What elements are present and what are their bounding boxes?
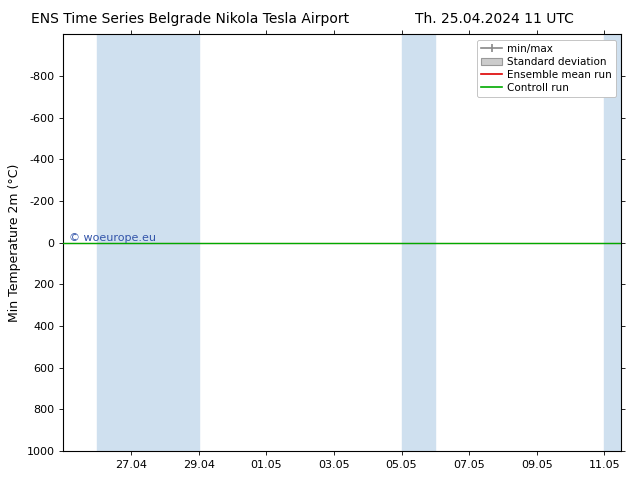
Bar <box>401 34 436 451</box>
Y-axis label: Min Temperature 2m (°C): Min Temperature 2m (°C) <box>8 163 21 322</box>
Bar <box>165 34 198 451</box>
Legend: min/max, Standard deviation, Ensemble mean run, Controll run: min/max, Standard deviation, Ensemble me… <box>477 40 616 97</box>
Text: © woeurope.eu: © woeurope.eu <box>69 233 156 243</box>
Text: ENS Time Series Belgrade Nikola Tesla Airport: ENS Time Series Belgrade Nikola Tesla Ai… <box>31 12 349 26</box>
Bar <box>604 34 621 451</box>
Bar <box>97 34 165 451</box>
Text: Th. 25.04.2024 11 UTC: Th. 25.04.2024 11 UTC <box>415 12 574 26</box>
